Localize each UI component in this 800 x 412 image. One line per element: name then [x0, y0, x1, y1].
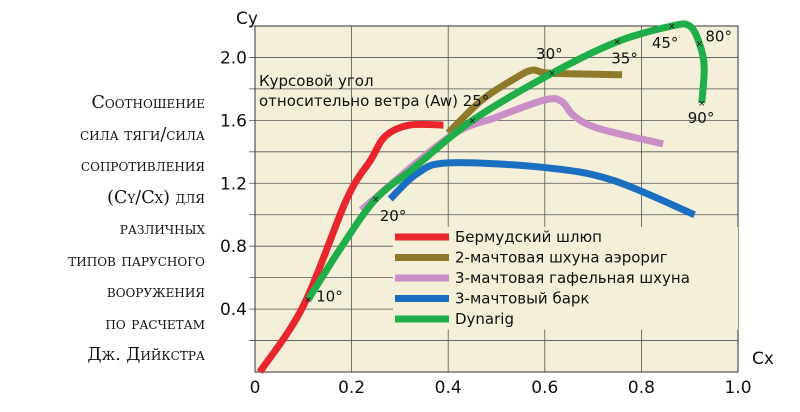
- angle-label: 20°: [380, 207, 407, 225]
- series-line: [305, 20, 708, 302]
- x-tick-label: 0.4: [435, 378, 462, 398]
- legend-label: Бермудский шлюп: [455, 228, 602, 246]
- title-line: Соотношение: [91, 93, 205, 113]
- y-tick-label: 0.8: [220, 237, 247, 257]
- angle-marker-x-icon: ×: [304, 296, 312, 306]
- angle-label: 90°: [688, 109, 715, 127]
- angle-marker-x-icon: ×: [469, 116, 477, 126]
- y-tick-label: 0.4: [220, 300, 247, 320]
- angle-label: 10°: [316, 288, 343, 306]
- title-line: сила тяги/сила: [79, 124, 205, 145]
- x-axis-label: Cx: [752, 349, 774, 369]
- chart-title: Соотношение сила тяги/сила сопротивления (C…: [0, 88, 205, 372]
- annotation-line: относительно ветра (Aw) 25°: [259, 92, 489, 110]
- title-line: вооружения: [106, 282, 205, 302]
- x-tick-label: 0.8: [628, 378, 655, 398]
- angle-label: 80°: [705, 27, 732, 45]
- title-line: сопротивления: [80, 156, 205, 176]
- legend-label: 2-мачтовая шхуна аэрориг: [455, 249, 668, 267]
- angle-marker-x-icon: ×: [668, 22, 676, 32]
- x-tick-label: 0: [250, 378, 261, 398]
- x-tick-label: 1.0: [724, 378, 751, 398]
- angle-label: 30°: [536, 45, 563, 63]
- y-tick-label: 1.6: [220, 111, 247, 131]
- angle-marker-x-icon: ×: [372, 195, 380, 205]
- title-line: Дж. Дийкстра: [87, 345, 205, 365]
- y-tick-label: 2.0: [220, 48, 247, 68]
- title-line: типов парусного: [68, 250, 205, 271]
- angle-marker-x-icon: ×: [613, 38, 621, 48]
- angle-marker-x-icon: ×: [696, 39, 704, 49]
- angle-label: 45°: [652, 34, 679, 52]
- series-line: [256, 120, 444, 374]
- y-tick-label: 1.2: [220, 174, 247, 194]
- title-line: (Cy/Cx) для: [107, 187, 205, 208]
- legend-label: Dynarig: [455, 310, 514, 328]
- plot-frame: [254, 25, 739, 373]
- legend-background: [393, 227, 738, 330]
- angle-marker-x-icon: ×: [698, 99, 706, 109]
- title-line: различных: [119, 219, 205, 239]
- y-axis-label: Cy: [236, 9, 258, 29]
- legend-label: 3-мачтовая гафельная шхуна: [455, 269, 690, 287]
- series-line: [445, 66, 623, 136]
- x-tick-label: 0.6: [531, 378, 558, 398]
- angle-marker-x-icon: ×: [548, 69, 556, 79]
- annotation-line: Курсовой угол: [259, 72, 374, 90]
- legend-label: 3-мачтовый барк: [455, 290, 589, 308]
- angle-label: 35°: [611, 50, 638, 68]
- x-tick-label: 0.2: [338, 378, 365, 398]
- series-line: [387, 159, 696, 218]
- title-line: по расчетам: [105, 313, 205, 334]
